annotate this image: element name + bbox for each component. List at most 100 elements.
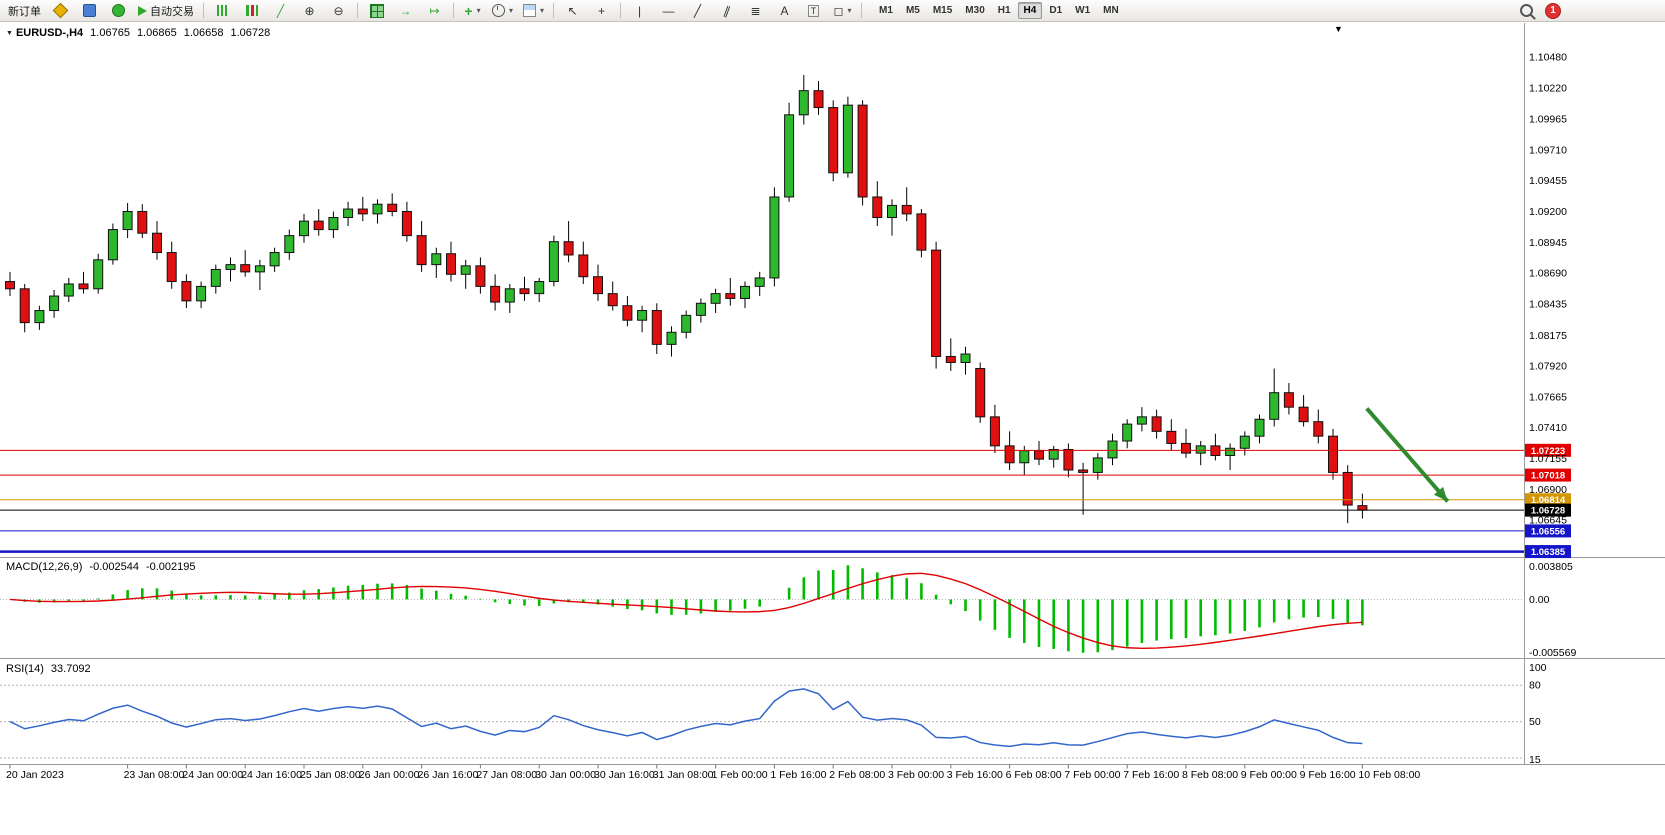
timeframe-button-h4[interactable]: H4 bbox=[1017, 2, 1043, 19]
zoom-out-icon: ⊖ bbox=[333, 3, 344, 18]
svg-text:3 Feb 16:00: 3 Feb 16:00 bbox=[947, 769, 1003, 781]
trendline-button[interactable]: ╱ bbox=[684, 0, 711, 21]
text-icon: A bbox=[780, 3, 789, 18]
candlestick-chart-button[interactable] bbox=[238, 0, 265, 21]
timeframe-button-d1[interactable]: D1 bbox=[1049, 5, 1063, 16]
svg-text:25 Jan 08:00: 25 Jan 08:00 bbox=[300, 769, 361, 781]
macd-indicator-label: MACD(12,26,9) -0.002544 -0.002195 bbox=[6, 561, 196, 573]
zoom-out-button[interactable]: ⊖ bbox=[325, 0, 352, 21]
svg-text:0.00: 0.00 bbox=[1529, 594, 1550, 606]
toolbar: 新订单 自动交易 ╱ ⊕ ⊖ bbox=[0, 0, 1665, 22]
channel-icon: ∥ bbox=[721, 2, 732, 19]
svg-text:-0.005569: -0.005569 bbox=[1529, 647, 1576, 659]
toolbar-separator bbox=[861, 3, 863, 18]
caret-down-icon: ▾ bbox=[509, 6, 514, 15]
svg-text:1.06900: 1.06900 bbox=[1529, 484, 1567, 496]
shapes-button[interactable]: ◻ ▾ bbox=[829, 0, 856, 21]
svg-text:9 Feb 00:00: 9 Feb 00:00 bbox=[1241, 769, 1297, 781]
svg-text:0.003805: 0.003805 bbox=[1529, 561, 1573, 573]
macd-name: MACD(12,26,9) bbox=[6, 561, 83, 573]
svg-text:100: 100 bbox=[1529, 662, 1547, 674]
svg-text:1.07410: 1.07410 bbox=[1529, 422, 1567, 434]
indicators-button[interactable]: + ▾ bbox=[459, 0, 486, 21]
autotrading-label: 自动交易 bbox=[150, 5, 194, 18]
bar-chart-icon bbox=[216, 5, 229, 16]
timeframe-button-m15[interactable]: M15 bbox=[932, 5, 953, 16]
timeframe-button-m5[interactable]: M5 bbox=[905, 5, 920, 16]
market-button[interactable] bbox=[105, 0, 132, 21]
svg-text:1.08690: 1.08690 bbox=[1529, 268, 1567, 280]
svg-text:30 Jan 16:00: 30 Jan 16:00 bbox=[594, 769, 655, 781]
auto-scroll-icon: → bbox=[399, 3, 412, 18]
templates-button[interactable]: ▾ bbox=[519, 0, 548, 21]
svg-text:1.08435: 1.08435 bbox=[1529, 298, 1567, 310]
svg-text:1.09455: 1.09455 bbox=[1529, 175, 1567, 187]
vertical-line-button[interactable]: | bbox=[626, 0, 653, 21]
svg-text:31 Jan 08:00: 31 Jan 08:00 bbox=[653, 769, 714, 781]
cursor-button[interactable]: ↖ bbox=[559, 0, 586, 21]
text-label-icon: T bbox=[807, 4, 820, 17]
macd-value-main: -0.002544 bbox=[89, 561, 139, 573]
svg-text:20 Jan 2023: 20 Jan 2023 bbox=[6, 769, 64, 781]
bar-chart-button[interactable] bbox=[209, 0, 236, 21]
timeframe-button-mn[interactable]: MN bbox=[1103, 5, 1119, 16]
zoom-in-button[interactable]: ⊕ bbox=[296, 0, 323, 21]
timeframe-button-m1[interactable]: M1 bbox=[879, 5, 893, 16]
caret-down-icon: ▾ bbox=[540, 6, 545, 15]
fibonacci-icon: ≣ bbox=[750, 3, 761, 18]
scroll-to-end-marker[interactable]: ▼ bbox=[1334, 24, 1343, 34]
fibonacci-button[interactable]: ≣ bbox=[742, 0, 769, 21]
autotrading-button[interactable]: 自动交易 bbox=[134, 0, 198, 21]
ohlc-toggle-icon[interactable]: ▼ bbox=[6, 29, 13, 37]
svg-text:1.06556: 1.06556 bbox=[1531, 526, 1565, 537]
deposit-button[interactable] bbox=[47, 0, 74, 21]
rsi-value: 33.7092 bbox=[50, 663, 91, 675]
svg-text:1.09710: 1.09710 bbox=[1529, 144, 1567, 156]
chart-ohlc-line: ▼ EURUSD-,H4 1.06765 1.06865 1.06658 1.0… bbox=[6, 27, 270, 39]
crosshair-button[interactable]: + bbox=[588, 0, 615, 21]
svg-text:23 Jan 08:00: 23 Jan 08:00 bbox=[124, 769, 185, 781]
svg-text:7 Feb 16:00: 7 Feb 16:00 bbox=[1123, 769, 1179, 781]
timeframe-group: M1 M5 M15 M30 H1 H4 D1 W1 MN bbox=[873, 2, 1125, 19]
candlestick-chart-icon bbox=[245, 5, 258, 16]
svg-text:26 Jan 00:00: 26 Jan 00:00 bbox=[359, 769, 420, 781]
timeframe-button-m30[interactable]: M30 bbox=[965, 5, 985, 16]
svg-text:1.07018: 1.07018 bbox=[1531, 471, 1565, 482]
chart-area[interactable]: 1.072231.070181.068141.067281.065561.063… bbox=[0, 23, 1665, 835]
gold-coin-icon bbox=[52, 2, 69, 19]
caret-down-icon: ▾ bbox=[847, 6, 852, 15]
new-order-button[interactable]: 新订单 bbox=[4, 0, 45, 21]
svg-text:15: 15 bbox=[1529, 754, 1541, 766]
toolbar-separator bbox=[553, 3, 555, 18]
svg-text:1.06385: 1.06385 bbox=[1531, 547, 1566, 558]
indicators-icon: + bbox=[464, 2, 473, 19]
svg-text:50: 50 bbox=[1529, 716, 1541, 728]
text-button[interactable]: A bbox=[771, 0, 798, 21]
tile-windows-button[interactable] bbox=[363, 0, 390, 21]
play-icon bbox=[138, 5, 147, 16]
search-icon[interactable] bbox=[1520, 4, 1533, 17]
notification-badge[interactable]: 1 bbox=[1545, 2, 1561, 19]
line-chart-button[interactable]: ╱ bbox=[267, 0, 294, 21]
timeframe-button-w1[interactable]: W1 bbox=[1075, 5, 1091, 16]
horizontal-line-button[interactable]: — bbox=[655, 0, 682, 21]
timeframe-button-h1[interactable]: H1 bbox=[997, 5, 1011, 16]
svg-text:1.10480: 1.10480 bbox=[1529, 51, 1567, 63]
svg-text:1 Feb 16:00: 1 Feb 16:00 bbox=[770, 769, 826, 781]
label-button[interactable]: T bbox=[800, 0, 827, 21]
auto-scroll-button[interactable]: → bbox=[392, 0, 419, 21]
svg-text:6 Feb 08:00: 6 Feb 08:00 bbox=[1006, 769, 1062, 781]
channel-button[interactable]: ∥ bbox=[713, 0, 740, 21]
shapes-icon: ◻ bbox=[833, 3, 844, 18]
toolbar-separator bbox=[203, 3, 204, 18]
svg-text:9 Feb 16:00: 9 Feb 16:00 bbox=[1300, 769, 1356, 781]
chart-shift-button[interactable]: ↦ bbox=[421, 0, 448, 21]
periods-button[interactable]: ▾ bbox=[488, 0, 517, 21]
trendline-icon: ╱ bbox=[693, 3, 702, 18]
svg-text:10 Feb 08:00: 10 Feb 08:00 bbox=[1358, 769, 1420, 781]
svg-text:26 Jan 16:00: 26 Jan 16:00 bbox=[418, 769, 479, 781]
market-icon bbox=[112, 4, 125, 17]
chart-shift-icon: ↦ bbox=[429, 3, 440, 18]
community-button[interactable] bbox=[76, 0, 103, 21]
